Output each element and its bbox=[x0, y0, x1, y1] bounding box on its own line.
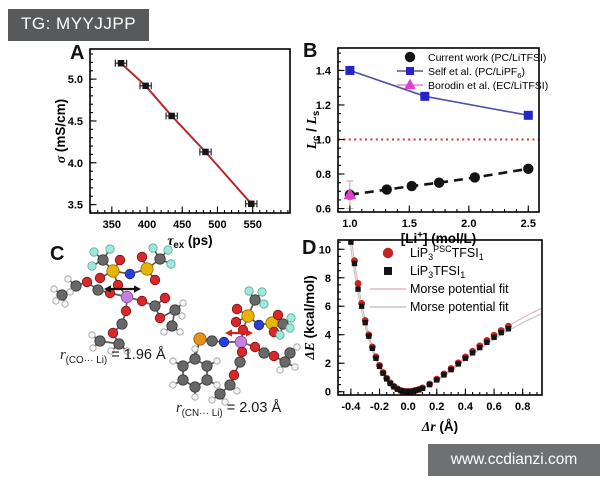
panel-c-molecular-structures bbox=[50, 243, 301, 406]
svg-text:1.5: 1.5 bbox=[402, 218, 417, 230]
tg-tag: TG: MYYJJPP bbox=[8, 9, 150, 41]
svg-text:8: 8 bbox=[325, 273, 331, 285]
panel-c-label: C bbox=[50, 243, 65, 265]
svg-text:1.0: 1.0 bbox=[316, 134, 331, 146]
svg-text:4: 4 bbox=[325, 330, 332, 342]
svg-text:τex (ps): τex (ps) bbox=[167, 233, 212, 250]
svg-text:350: 350 bbox=[103, 219, 121, 231]
panel-a-label: A bbox=[70, 42, 85, 64]
svg-text:10: 10 bbox=[319, 244, 331, 256]
svg-text:0.6: 0.6 bbox=[316, 204, 331, 216]
svg-text:Morse potential fit: Morse potential fit bbox=[410, 300, 509, 314]
svg-text:1.4: 1.4 bbox=[316, 65, 332, 77]
svg-text:450: 450 bbox=[173, 219, 191, 231]
svg-text:5.0: 5.0 bbox=[68, 74, 83, 86]
tg-tag-label: TG: MYYJJPP bbox=[21, 14, 137, 33]
svg-text:Borodin et al. (EC/LiTFSI): Borodin et al. (EC/LiTFSI) bbox=[428, 80, 548, 92]
svg-text:Δr (Å): Δr (Å) bbox=[421, 419, 458, 434]
svg-text:Morse potential fit: Morse potential fit bbox=[410, 282, 509, 296]
svg-text:0.2: 0.2 bbox=[429, 401, 444, 413]
svg-text:Lc / Ls: Lc / Ls bbox=[304, 111, 322, 151]
svg-text:0.4: 0.4 bbox=[458, 401, 474, 413]
watermark: www.ccdianzi.com bbox=[428, 444, 600, 476]
svg-text:1.2: 1.2 bbox=[316, 100, 331, 112]
svg-text:ΔE (kcal/mol): ΔE (kcal/mol) bbox=[302, 275, 317, 360]
svg-text:-0.4: -0.4 bbox=[341, 401, 361, 413]
svg-text:LiP3PSCTFSI1: LiP3PSCTFSI1 bbox=[410, 244, 484, 262]
svg-text:Self et al. (PC/LiPF6): Self et al. (PC/LiPF6) bbox=[428, 66, 525, 80]
bond-length-caption-cn-li: r(CN··· Li) = 2.03 Å bbox=[176, 400, 282, 419]
svg-text:4.0: 4.0 bbox=[68, 158, 83, 170]
panel-b-label: B bbox=[303, 40, 318, 62]
svg-text:2: 2 bbox=[325, 358, 331, 370]
svg-text:3.5: 3.5 bbox=[68, 200, 83, 212]
svg-text:0.6: 0.6 bbox=[486, 401, 501, 413]
svg-text:6: 6 bbox=[325, 301, 331, 313]
svg-text:0.8: 0.8 bbox=[316, 169, 331, 181]
panel-b-length-ratio-chart: 1.0 1.5 2.0 2.5 0.6 0.8 1.0 1.2 1.4 [Li+] (mol/L)… bbox=[304, 47, 548, 246]
bond-length-caption-co-li: r(CO··· Li) = 1.96 Å bbox=[60, 347, 166, 366]
svg-text:1.0: 1.0 bbox=[342, 218, 357, 230]
watermark-label: www.ccdianzi.com bbox=[450, 451, 578, 468]
panel-d-label: D bbox=[302, 237, 317, 259]
svg-text:0: 0 bbox=[325, 387, 331, 399]
svg-text:σ (mS/cm): σ (mS/cm) bbox=[53, 99, 68, 163]
svg-text:0.0: 0.0 bbox=[400, 401, 415, 413]
svg-text:500: 500 bbox=[208, 219, 226, 231]
svg-text:2.0: 2.0 bbox=[461, 218, 476, 230]
svg-text:0.8: 0.8 bbox=[515, 401, 530, 413]
svg-text:2.5: 2.5 bbox=[521, 218, 536, 230]
svg-text:-0.2: -0.2 bbox=[370, 401, 389, 413]
svg-text:LiP3TFSI1: LiP3TFSI1 bbox=[410, 264, 465, 280]
svg-text:550: 550 bbox=[243, 219, 261, 231]
svg-text:[Li+] (mol/L): [Li+] (mol/L) bbox=[401, 230, 476, 246]
panel-d-morse-potential-chart: -0.4 -0.2 0.0 0.2 0.4 0.6 0.8 0 2 4 6 8 10 Δr (Å) ΔE (… bbox=[302, 239, 543, 434]
svg-text:400: 400 bbox=[138, 219, 156, 231]
svg-text:4.5: 4.5 bbox=[68, 116, 83, 128]
svg-text:Current work (PC/LiTFSI): Current work (PC/LiTFSI) bbox=[428, 52, 546, 64]
panel-a-conductivity-chart: 350 400 450 500 550 3.5 4.0 4.5 5.0 τex (ps) σ (mS… bbox=[53, 48, 291, 250]
